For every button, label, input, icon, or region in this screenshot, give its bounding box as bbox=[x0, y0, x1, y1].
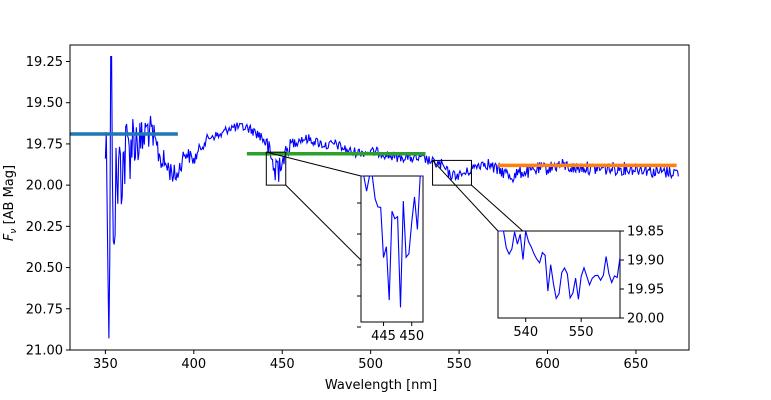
zoom-region-box-2 bbox=[432, 159, 472, 186]
zoom-connector bbox=[266, 151, 362, 177]
x-tick-label: 500 bbox=[358, 357, 383, 372]
y-tick-label: 20.50 bbox=[26, 261, 63, 276]
y-tick-label: 19.75 bbox=[26, 137, 63, 152]
zoom-boxes bbox=[265, 151, 472, 186]
y-tick-label: 20.00 bbox=[26, 179, 63, 194]
zoom-connector bbox=[432, 160, 499, 232]
x-tick-label: 450 bbox=[270, 357, 295, 372]
inset-spectrum-line bbox=[361, 175, 423, 308]
y-tick-label: 19.25 bbox=[26, 55, 63, 70]
inset-x-tick-label: 550 bbox=[569, 325, 594, 340]
zoom-region-box-1 bbox=[265, 151, 287, 186]
inset-x-tick-label: 450 bbox=[399, 329, 424, 344]
main-ticks: 350 400 450 500 550 600 650 19.25 19.50 19.75 20.0… bbox=[26, 55, 649, 372]
inset-y-tick-label: 19.95 bbox=[627, 283, 664, 298]
x-tick-label: 600 bbox=[535, 357, 560, 372]
inset-2: 540 550 19.85 19.90 19.95 20.00 bbox=[497, 225, 664, 340]
x-axis-label: Wavelength [nm] bbox=[325, 378, 437, 393]
y-axis-label-rest: [AB Mag] bbox=[2, 165, 17, 229]
y-axis-label-main: F bbox=[2, 233, 17, 241]
x-tick-label: 400 bbox=[181, 357, 206, 372]
inset-x-tick-label: 445 bbox=[371, 329, 396, 344]
x-tick-label: 350 bbox=[93, 357, 118, 372]
plot-area-frame bbox=[69, 44, 690, 351]
bands-layer bbox=[70, 132, 677, 168]
x-tick-label: 550 bbox=[447, 357, 472, 372]
insets-layer: 445 450 540 550 19.85 19.90 19.95 20.00 bbox=[357, 175, 664, 344]
y-tick-label: 20.25 bbox=[26, 220, 63, 235]
inset-y-tick-label: 19.90 bbox=[627, 254, 664, 269]
inset-y-tick-label: 19.85 bbox=[627, 225, 664, 240]
x-tick-label: 650 bbox=[624, 357, 649, 372]
y-tick-label: 21.00 bbox=[26, 344, 63, 359]
inset-1: 445 450 bbox=[357, 175, 424, 344]
y-tick-label: 19.50 bbox=[26, 96, 63, 111]
inset-frame bbox=[360, 175, 424, 323]
inset-y-tick-label: 20.00 bbox=[627, 312, 664, 327]
y-axis-label: Fν [AB Mag] bbox=[2, 165, 19, 241]
y-tick-label: 20.75 bbox=[26, 302, 63, 317]
inset-x-tick-label: 540 bbox=[513, 325, 538, 340]
y-axis-label-sub: ν bbox=[9, 229, 19, 234]
inset-frame bbox=[497, 230, 621, 319]
inset-spectrum-line bbox=[498, 230, 621, 300]
